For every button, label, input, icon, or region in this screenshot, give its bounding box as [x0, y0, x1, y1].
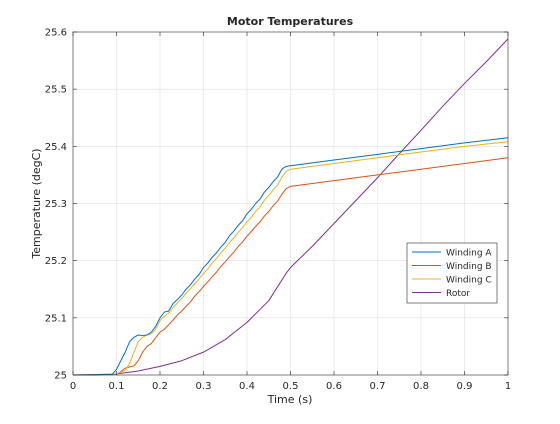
x-tick-label: 0.8 [413, 381, 429, 392]
y-tick-label: 25.3 [45, 199, 67, 210]
x-tick-label: 1 [505, 381, 511, 392]
x-tick-label: 0.5 [283, 381, 299, 392]
x-tick-label: 0.6 [326, 381, 342, 392]
y-tick-label: 25.5 [45, 85, 67, 96]
legend-label-winding-a: Winding A [446, 249, 492, 259]
y-tick-label: 25.4 [45, 142, 67, 153]
x-axis-label: Time (s) [267, 393, 313, 406]
x-tick-label: 0.2 [152, 381, 168, 392]
series-line-rotor [73, 38, 509, 376]
x-tick-label: 0.1 [109, 381, 125, 392]
legend-label-rotor: Rotor [446, 289, 470, 299]
y-axis-label: Temperature (degC) [30, 148, 43, 259]
series-line-winding-a [72, 137, 509, 376]
series-layer [72, 38, 509, 376]
grid [73, 32, 508, 375]
x-tick-label: 0.9 [457, 381, 473, 392]
series-line-winding-c [72, 141, 509, 376]
legend-label-winding-c: Winding C [446, 276, 492, 286]
legend-label-winding-b: Winding B [446, 262, 492, 272]
y-tick-label: 25.2 [45, 256, 67, 267]
series-line-winding-b [72, 157, 509, 376]
ticks: 0 0.1 0.2 0.3 0.4 0.5 0.6 0.7 0.8 0.9 1 25 25.1 25.2 2… [45, 28, 511, 393]
x-tick-label: 0.4 [239, 381, 255, 392]
y-tick-label: 25 [54, 371, 67, 382]
x-tick-label: 0 [70, 381, 76, 392]
chart-title: Motor Temperatures [227, 15, 354, 28]
y-tick-label: 25.1 [45, 313, 67, 324]
legend: Winding A Winding B Winding C Rotor [406, 242, 498, 304]
x-tick-label: 0.3 [196, 381, 212, 392]
y-tick-label: 25.6 [45, 28, 67, 39]
x-tick-label: 0.7 [370, 381, 386, 392]
